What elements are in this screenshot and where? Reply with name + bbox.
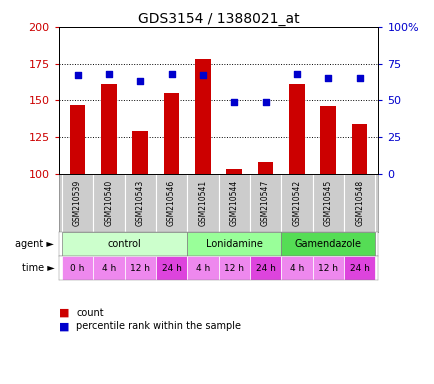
Text: GSM210540: GSM210540 <box>104 180 113 226</box>
Point <box>355 75 362 81</box>
Text: Lonidamine: Lonidamine <box>205 239 262 249</box>
Text: count: count <box>76 308 104 318</box>
Bar <box>155 256 187 280</box>
Bar <box>343 256 375 280</box>
Bar <box>187 232 281 256</box>
Bar <box>187 256 218 280</box>
Point <box>324 75 331 81</box>
Bar <box>163 93 179 174</box>
Text: 4 h: 4 h <box>102 264 116 273</box>
Bar <box>62 174 93 232</box>
Text: GSM210543: GSM210543 <box>135 180 145 226</box>
Bar <box>250 174 281 232</box>
Text: 24 h: 24 h <box>349 264 369 273</box>
Text: GSM210546: GSM210546 <box>167 180 176 226</box>
Point <box>168 71 174 77</box>
Bar <box>289 84 304 174</box>
Bar <box>281 256 312 280</box>
Text: control: control <box>108 239 141 249</box>
Point <box>105 71 112 77</box>
Bar <box>281 232 375 256</box>
Text: GSM210542: GSM210542 <box>292 180 301 226</box>
Text: ■: ■ <box>59 308 69 318</box>
Text: GSM210545: GSM210545 <box>323 180 332 226</box>
Text: GSM210539: GSM210539 <box>73 180 82 226</box>
Text: 12 h: 12 h <box>130 264 150 273</box>
Text: Gamendazole: Gamendazole <box>294 239 361 249</box>
Bar <box>218 256 250 280</box>
Bar <box>257 162 273 174</box>
Point <box>293 71 300 77</box>
Bar <box>101 84 116 174</box>
Text: 0 h: 0 h <box>70 264 85 273</box>
Bar <box>62 256 93 280</box>
Bar <box>312 256 343 280</box>
Bar <box>187 174 218 232</box>
Bar <box>218 174 250 232</box>
Point <box>74 72 81 78</box>
Text: 24 h: 24 h <box>161 264 181 273</box>
Text: GSM210541: GSM210541 <box>198 180 207 226</box>
Bar <box>155 174 187 232</box>
Bar <box>93 174 124 232</box>
Text: percentile rank within the sample: percentile rank within the sample <box>76 321 240 331</box>
Text: ■: ■ <box>59 321 69 331</box>
Point <box>199 72 206 78</box>
Text: time ►: time ► <box>22 263 54 273</box>
Bar <box>343 174 375 232</box>
Text: GSM210547: GSM210547 <box>260 180 270 226</box>
Bar <box>69 105 85 174</box>
Text: 12 h: 12 h <box>318 264 338 273</box>
Bar <box>194 59 210 174</box>
Bar <box>351 124 367 174</box>
Title: GDS3154 / 1388021_at: GDS3154 / 1388021_at <box>138 12 299 26</box>
Bar <box>312 174 343 232</box>
Text: GSM210544: GSM210544 <box>229 180 238 226</box>
Text: GSM210548: GSM210548 <box>354 180 363 226</box>
Bar <box>320 106 335 174</box>
Point <box>136 78 143 84</box>
Text: 4 h: 4 h <box>195 264 210 273</box>
Text: 12 h: 12 h <box>224 264 244 273</box>
Point <box>262 99 269 105</box>
Bar <box>281 174 312 232</box>
Point <box>230 99 237 105</box>
Text: agent ►: agent ► <box>16 239 54 249</box>
Bar <box>62 232 187 256</box>
Bar <box>124 174 155 232</box>
Bar <box>250 256 281 280</box>
Text: 4 h: 4 h <box>289 264 303 273</box>
Text: 24 h: 24 h <box>255 264 275 273</box>
Bar <box>124 256 155 280</box>
Bar <box>132 131 148 174</box>
Bar <box>93 256 124 280</box>
Bar <box>226 169 242 174</box>
